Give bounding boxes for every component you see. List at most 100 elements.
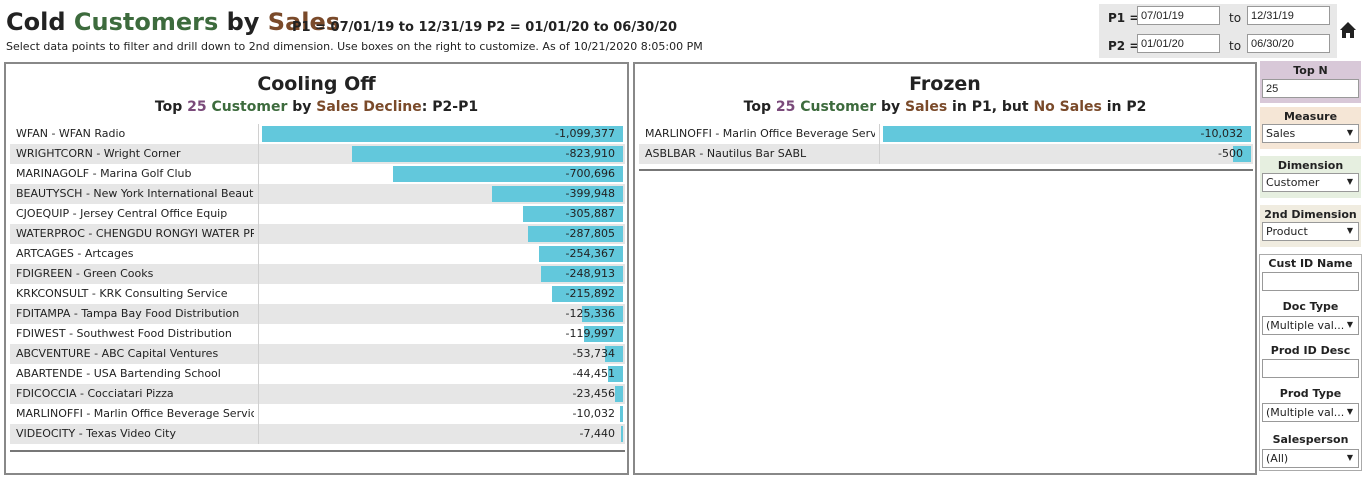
dimension-label: Dimension xyxy=(1277,159,1344,172)
frozen-subtitle-part: Sales xyxy=(905,99,948,115)
cooling-off-row[interactable]: ARTCAGES - Artcages -254,367 xyxy=(10,244,625,264)
p1-to-label: to xyxy=(1229,11,1242,25)
cooling-off-row[interactable]: ABCVENTURE - ABC Capital Ventures -53,734 xyxy=(10,344,625,364)
subtitle-text: Select data points to filter and drill d… xyxy=(6,40,570,53)
cust-id-input[interactable] xyxy=(1262,272,1359,291)
cooling-off-row-label: MARLINOFFI - Marlin Office Beverage Serv… xyxy=(16,407,254,420)
cooling-off-bar[interactable] xyxy=(262,126,623,142)
cooling-off-row[interactable]: VIDEOCITY - Texas Video City -7,440 xyxy=(10,424,625,444)
dimension-filter: Dimension Customer ▼ xyxy=(1260,156,1361,198)
cooling-off-row[interactable]: KRKCONSULT - KRK Consulting Service -215,… xyxy=(10,284,625,304)
frozen-value-label: -500 xyxy=(1218,147,1243,160)
cooling-off-value-label: -1,099,377 xyxy=(555,127,615,140)
cooling-off-bar[interactable] xyxy=(541,266,623,282)
cooling-off-row-label: FDIWEST - Southwest Food Distribution xyxy=(16,327,232,340)
prod-id-input[interactable] xyxy=(1262,359,1359,378)
cooling-off-value-label: -125,336 xyxy=(565,307,615,320)
cooling-off-bar[interactable] xyxy=(352,146,623,162)
cooling-off-title: Cooling Off xyxy=(257,73,376,95)
cooling-off-row[interactable]: WFAN - WFAN Radio -1,099,377 xyxy=(10,124,625,144)
cooling-off-value-label: -53,734 xyxy=(572,347,615,360)
cooling-off-row-divider xyxy=(258,244,259,264)
cooling-off-row[interactable]: CJOEQUIP - Jersey Central Office Equip -3… xyxy=(10,204,625,224)
cooling-off-bar[interactable] xyxy=(539,246,623,262)
cooling-off-bar[interactable] xyxy=(582,306,623,322)
date-range-panel: P1 = to P2 = to xyxy=(1099,4,1337,58)
cooling-off-value-label: -823,910 xyxy=(565,147,615,160)
title-part: Cold xyxy=(6,8,74,36)
frozen-bar[interactable] xyxy=(1233,146,1251,162)
cooling-off-row-divider xyxy=(258,124,259,144)
cooling-subtitle-part: : P2-P1 xyxy=(421,99,479,115)
frozen-title: Frozen xyxy=(909,73,981,95)
cooling-off-subtitle: Top 25 Customer by Sales Decline: P2-P1 xyxy=(6,99,627,115)
frozen-row[interactable]: ASBLBAR - Nautilus Bar SABL -500 xyxy=(639,144,1253,164)
frozen-bar[interactable] xyxy=(883,126,1251,142)
cooling-off-row-divider xyxy=(258,324,259,344)
frozen-subtitle-part: in P2 xyxy=(1101,99,1147,115)
top-n-input[interactable] xyxy=(1262,79,1359,98)
cooling-off-bar[interactable] xyxy=(552,286,623,302)
chevron-down-icon: ▼ xyxy=(1346,407,1353,416)
cooling-off-bar[interactable] xyxy=(608,366,623,382)
cooling-off-row-divider xyxy=(258,384,259,404)
cooling-off-row-label: ABARTENDE - USA Bartending School xyxy=(16,367,221,380)
cooling-off-bar[interactable] xyxy=(492,186,623,202)
cooling-subtitle-part: by xyxy=(287,99,317,115)
dimension-select[interactable]: Customer ▼ xyxy=(1262,173,1359,192)
salesperson-select[interactable]: (All) ▼ xyxy=(1262,449,1359,468)
cooling-off-row[interactable]: MARLINOFFI - Marlin Office Beverage Serv… xyxy=(10,404,625,424)
cooling-off-bar[interactable] xyxy=(605,346,623,362)
cooling-off-row[interactable]: ABARTENDE - USA Bartending School -44,451 xyxy=(10,364,625,384)
frozen-subtitle-part: by xyxy=(876,99,906,115)
cooling-off-bar[interactable] xyxy=(584,326,623,342)
cooling-off-row-label: CJOEQUIP - Jersey Central Office Equip xyxy=(16,207,228,220)
cooling-off-row[interactable]: FDITAMPA - Tampa Bay Food Distribution -1… xyxy=(10,304,625,324)
frozen-subtitle-part: 25 xyxy=(775,99,796,115)
cooling-off-value-label: -215,892 xyxy=(565,287,615,300)
cooling-off-row[interactable]: FDIGREEN - Green Cooks -248,913 xyxy=(10,264,625,284)
chevron-down-icon: ▼ xyxy=(1346,177,1353,186)
measure-select[interactable]: Sales ▼ xyxy=(1262,124,1359,143)
home-icon[interactable] xyxy=(1339,21,1357,39)
cooling-off-row-divider xyxy=(258,224,259,244)
cooling-off-bar[interactable] xyxy=(621,426,623,442)
dimension2-filter: 2nd Dimension Product ▼ xyxy=(1260,205,1361,247)
cooling-off-row-divider xyxy=(258,144,259,164)
frozen-subtitle-part: No Sales xyxy=(1033,99,1102,115)
top-n-filter: Top N xyxy=(1260,61,1361,103)
dashboard-title: Cold Customers by Sales xyxy=(6,8,340,36)
cooling-off-value-label: -399,948 xyxy=(565,187,615,200)
cooling-off-rows: WFAN - WFAN Radio -1,099,377 WRIGHTCORN - … xyxy=(10,124,625,444)
p2-start-input[interactable] xyxy=(1137,34,1220,53)
p2-end-input[interactable] xyxy=(1247,34,1330,53)
prod-type-select[interactable]: (Multiple val... ▼ xyxy=(1262,403,1359,422)
dimension2-select[interactable]: Product ▼ xyxy=(1262,222,1359,241)
doc-type-select[interactable]: (Multiple val... ▼ xyxy=(1262,316,1359,335)
frozen-subtitle-part: Top xyxy=(743,99,776,115)
p1-end-input[interactable] xyxy=(1247,6,1330,25)
cooling-off-bar[interactable] xyxy=(528,226,623,242)
p1-label: P1 = xyxy=(1108,11,1140,25)
cooling-off-row-divider xyxy=(258,304,259,324)
cooling-subtitle-part: 25 xyxy=(187,99,207,115)
frozen-row[interactable]: MARLINOFFI - Marlin Office Beverage Serv… xyxy=(639,124,1253,144)
p2-label: P2 = xyxy=(1108,39,1140,53)
cooling-off-bar[interactable] xyxy=(620,406,623,422)
cooling-off-row[interactable]: WRIGHTCORN - Wright Corner -823,910 xyxy=(10,144,625,164)
cooling-off-row-divider xyxy=(258,344,259,364)
cooling-off-row[interactable]: FDIWEST - Southwest Food Distribution -11… xyxy=(10,324,625,344)
p1-start-input[interactable] xyxy=(1137,6,1220,25)
cooling-off-row-divider xyxy=(258,404,259,424)
cooling-off-row[interactable]: FDICOCCIA - Cocciatari Pizza -23,456 xyxy=(10,384,625,404)
prod-type-value: (Multiple val... xyxy=(1266,406,1345,419)
cooling-off-row[interactable]: BEAUTYSCH - New York International Beaut… xyxy=(10,184,625,204)
cooling-off-row[interactable]: WATERPROC - CHENGDU RONGYI WATER PR.. -28… xyxy=(10,224,625,244)
cooling-off-bar[interactable] xyxy=(615,386,623,402)
cooling-off-row-label: WFAN - WFAN Radio xyxy=(16,127,126,140)
cooling-off-bar[interactable] xyxy=(393,166,623,182)
cooling-off-bar[interactable] xyxy=(523,206,623,222)
cooling-off-row-divider xyxy=(258,424,259,444)
cooling-off-row[interactable]: MARINAGOLF - Marina Golf Club -700,696 xyxy=(10,164,625,184)
